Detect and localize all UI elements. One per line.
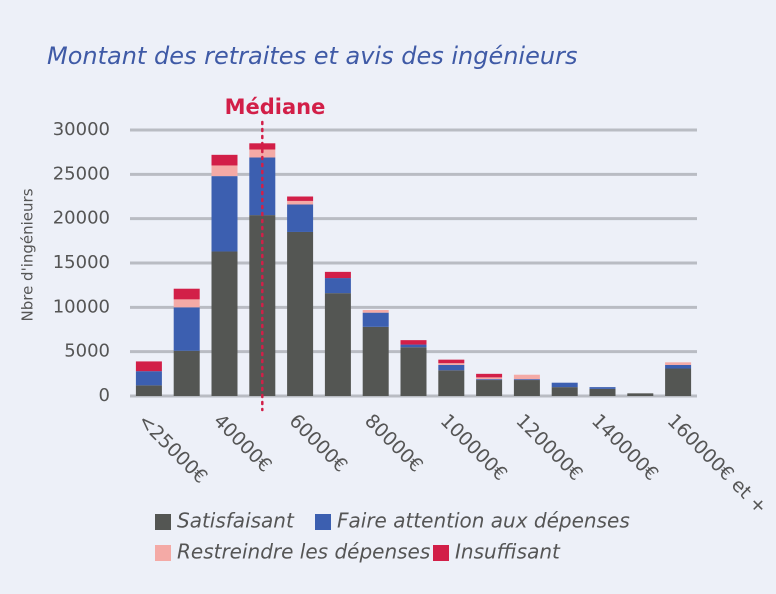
bar-segment — [173, 350, 200, 396]
bar-segment — [135, 371, 162, 386]
bar-segment — [476, 373, 503, 378]
bar-segment — [551, 382, 578, 388]
bar-segment — [249, 149, 276, 158]
bar-segment — [287, 231, 314, 396]
chart-title: Montant des retraites et avis des ingéni… — [47, 42, 577, 70]
legend-swatch — [433, 545, 449, 561]
bar-segment — [589, 388, 616, 396]
legend-swatch — [315, 514, 331, 530]
bar-segment — [665, 362, 692, 365]
y-axis-label: Nbre d'ingénieurs — [19, 188, 37, 321]
bar-segment — [362, 312, 389, 327]
bar-segment — [324, 278, 351, 294]
bar-segment — [287, 200, 314, 205]
bar-segment — [476, 380, 503, 396]
bar-segment — [135, 361, 162, 372]
legend-swatch — [155, 545, 171, 561]
bar-segment — [400, 344, 427, 348]
legend-swatch — [155, 514, 171, 530]
bar-segment — [211, 154, 238, 166]
y-tick-label: 25000 — [53, 163, 110, 184]
bar-segment — [173, 299, 200, 308]
bar-segment — [438, 364, 465, 371]
bar-segment — [362, 309, 389, 313]
bar-segment — [438, 363, 465, 365]
bar-segment — [211, 251, 238, 396]
bar-segment — [211, 176, 238, 252]
bar-segment — [476, 377, 503, 380]
y-tick-label: 15000 — [53, 252, 110, 273]
bar-segment — [173, 288, 200, 300]
legend-label: Insuffisant — [455, 540, 561, 564]
bar-segment — [287, 204, 314, 232]
y-tick-label: 0 — [99, 385, 110, 406]
bar-segment — [324, 293, 351, 396]
legend-label: Satisfaisant — [177, 509, 295, 533]
bar-segment — [513, 379, 540, 381]
bar-segment — [400, 347, 427, 396]
bar-segment — [438, 370, 465, 396]
bar-segment — [173, 307, 200, 351]
bar-segment — [551, 387, 578, 396]
y-tick-label: 20000 — [53, 208, 110, 229]
bar-segment — [324, 271, 351, 279]
y-tick-label: 5000 — [64, 341, 110, 362]
legend-label: Restreindre les dépenses — [177, 540, 430, 564]
bar-segment — [438, 359, 465, 364]
bar-segment — [513, 374, 540, 380]
bar-segment — [362, 326, 389, 396]
bar-segment — [476, 379, 503, 381]
bar-segment — [665, 368, 692, 396]
bar-segment — [211, 165, 238, 177]
bar-segment — [249, 143, 276, 150]
median-label: Médiane — [225, 95, 326, 119]
bar-segment — [627, 393, 654, 396]
legend-label: Faire attention aux dépenses — [337, 509, 630, 533]
bar-segment — [400, 340, 427, 345]
y-tick-label: 30000 — [53, 119, 110, 140]
bar-segment — [589, 387, 616, 389]
y-tick-label: 10000 — [53, 296, 110, 317]
bar-segment — [135, 385, 162, 396]
bar-segment — [513, 380, 540, 396]
bar-segment — [665, 364, 692, 369]
bar-segment — [287, 196, 314, 201]
